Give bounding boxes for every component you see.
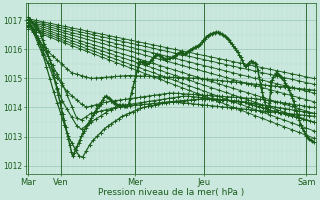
X-axis label: Pression niveau de la mer( hPa ): Pression niveau de la mer( hPa ) [98,188,244,197]
